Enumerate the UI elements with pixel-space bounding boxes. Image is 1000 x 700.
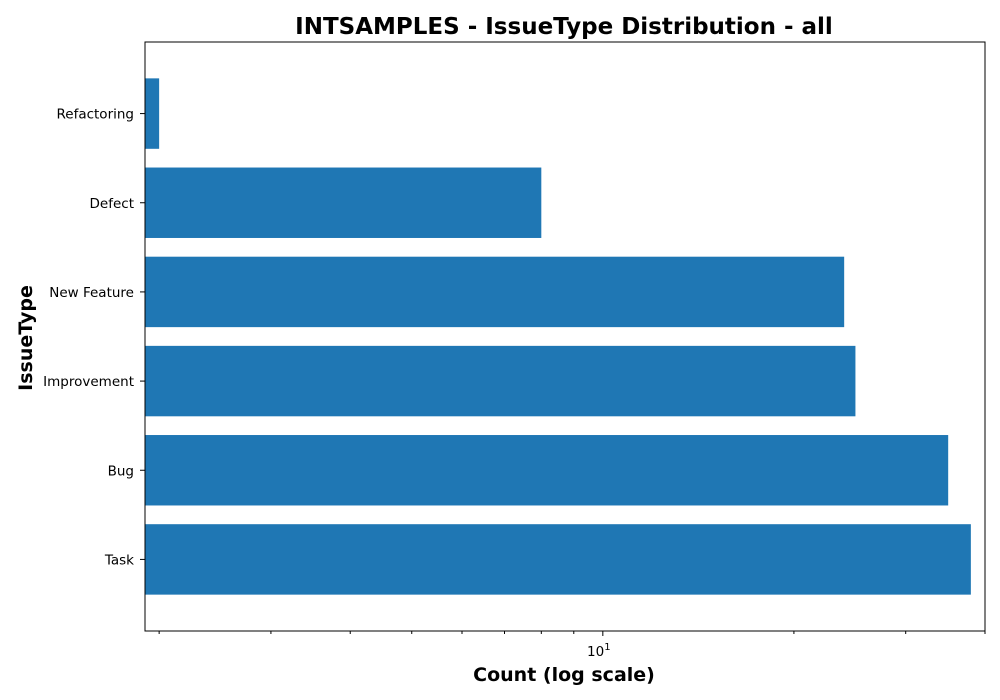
y-tick-label-bug: Bug: [108, 463, 134, 479]
x-tick-label: 101: [587, 642, 611, 660]
y-tick-label-improvement: Improvement: [43, 374, 134, 390]
bar-bug: [145, 435, 949, 506]
chart-title: INTSAMPLES - IssueType Distribution - al…: [295, 14, 833, 40]
y-tick-label-refactoring: Refactoring: [56, 107, 134, 123]
bar-task: [145, 524, 971, 595]
x-axis-label: Count (log scale): [473, 664, 655, 686]
y-tick-label-defect: Defect: [90, 196, 134, 212]
bar-defect: [145, 167, 542, 238]
bar-improvement: [145, 345, 856, 417]
y-tick-label-new-feature: New Feature: [49, 285, 134, 301]
bar-refactoring: [145, 78, 160, 149]
plot-frame: [144, 41, 986, 632]
y-axis-label: IssueType: [15, 285, 37, 391]
ticks-layer: Task Bug Improvement New Feature Defect Refac…: [43, 107, 986, 660]
y-tick-label-task: Task: [104, 552, 134, 568]
bars-layer: [145, 78, 971, 595]
bar-new-feature: [145, 256, 845, 328]
